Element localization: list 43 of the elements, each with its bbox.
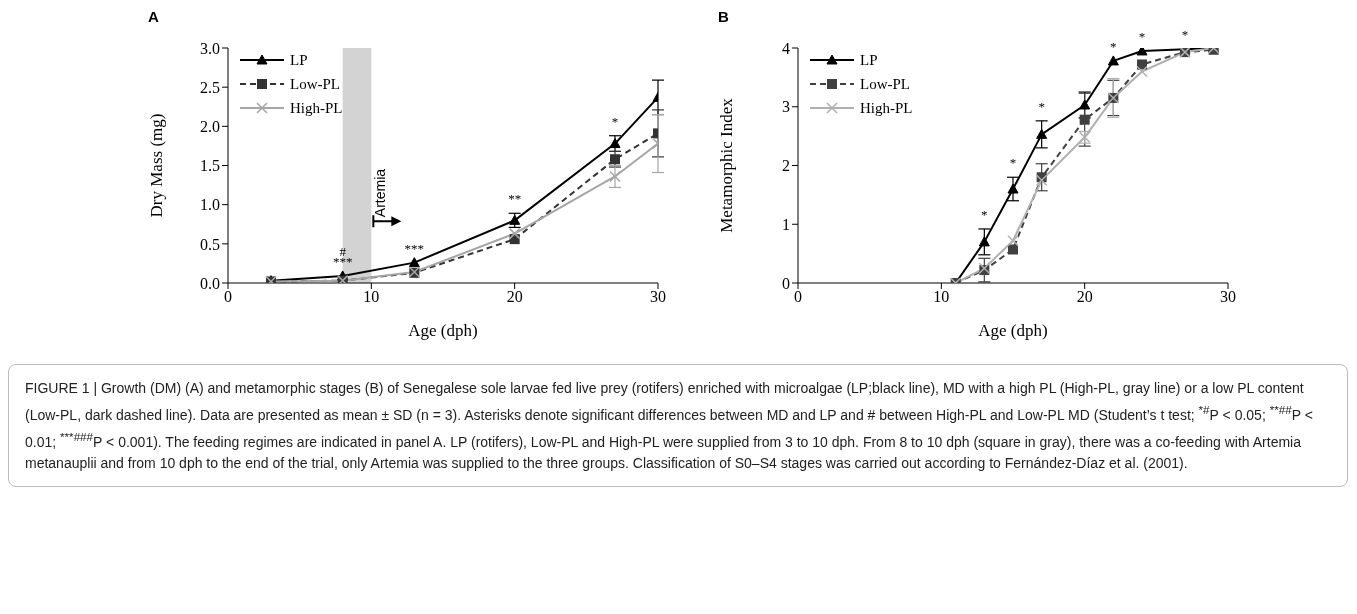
band-label: Artemia — [372, 168, 389, 218]
y-tick-label: 1 — [782, 215, 790, 233]
y-tick-label: 1.0 — [200, 196, 220, 214]
legend-label: High-PL — [290, 99, 343, 117]
y-axis-title: Dry Mass (mg) — [147, 113, 167, 218]
x-tick-label: 20 — [1076, 288, 1093, 306]
y-tick-label: 2.5 — [200, 78, 220, 96]
y-tick-label: 4 — [782, 39, 790, 57]
y-tick-label: 1.5 — [200, 157, 220, 175]
chart-title: A — [148, 8, 159, 25]
chart-title: B — [718, 8, 729, 25]
legend-label: Low-PL — [860, 75, 910, 93]
legend-label: Low-PL — [290, 75, 340, 93]
y-tick-label: 3.0 — [200, 39, 220, 57]
y-tick-label: 0 — [782, 274, 790, 292]
annotation: * — [1110, 38, 1117, 54]
x-tick-label: 30 — [1220, 288, 1236, 306]
legend-label: High-PL — [860, 99, 913, 117]
y-axis-title: Metamorphic Index — [717, 97, 737, 233]
annotation: * — [981, 206, 988, 222]
y-tick-label: 0.5 — [200, 235, 220, 253]
y-tick-label: 0.0 — [200, 274, 220, 292]
x-tick-label: 20 — [506, 288, 523, 306]
annotation: * — [1181, 27, 1189, 43]
x-tick-label: 0 — [794, 288, 802, 306]
y-tick-label: 2.0 — [200, 118, 220, 136]
x-tick-label: 0 — [224, 288, 232, 306]
x-tick-label: 30 — [650, 288, 666, 306]
x-axis-title: Age (dph) — [408, 321, 478, 340]
x-tick-label: 10 — [933, 288, 950, 306]
y-tick-label: 2 — [782, 157, 790, 175]
text: FIGURE 1 | Growth (DM) (A) and metamorphic stages (B) of Senegalese sole larvae fed live prey (rotifers) enriched with microalgae (LP;black line), MD with a high PL (High-PL, gray line) or a low PL content (Low-PL, dark dashed line). Data are presented as mean ± SD (n = 3). Asterisks denote significant differences between MD and LP and # between High-PL and Low-PL MD (Student’s t test; $^{*#}$P < 0.05; $^{**##}$P < 0.01; $^{***###}$P < 0.001). The feeding regimes are indicated in panel A. LP (rotifers), Low-PL and High-PL were supplied from 3 to 10 dph. From 8 to 10 dph (square in gray), there was a co-feeding with Artemia metanauplii and from 10 dph to the end of the trial, only Artemia was supplied to the three groups. Classification of S0–S4 stages was carried out according to Fernández-Díaz et al. (2001). — [25, 380, 1313, 472]
annotation: * — [1009, 155, 1017, 171]
annotation: * — [611, 113, 619, 129]
x-axis-title: Age (dph) — [978, 321, 1048, 340]
annotation: * — [1038, 98, 1045, 114]
annotation: ** — [508, 191, 522, 207]
legend-label: LP — [290, 51, 308, 69]
x-tick-label: 10 — [363, 288, 380, 306]
legend-label: LP — [860, 51, 878, 69]
annotation: * — [1138, 28, 1146, 44]
y-tick-label: 3 — [782, 98, 790, 116]
annotation: *** — [404, 240, 425, 256]
